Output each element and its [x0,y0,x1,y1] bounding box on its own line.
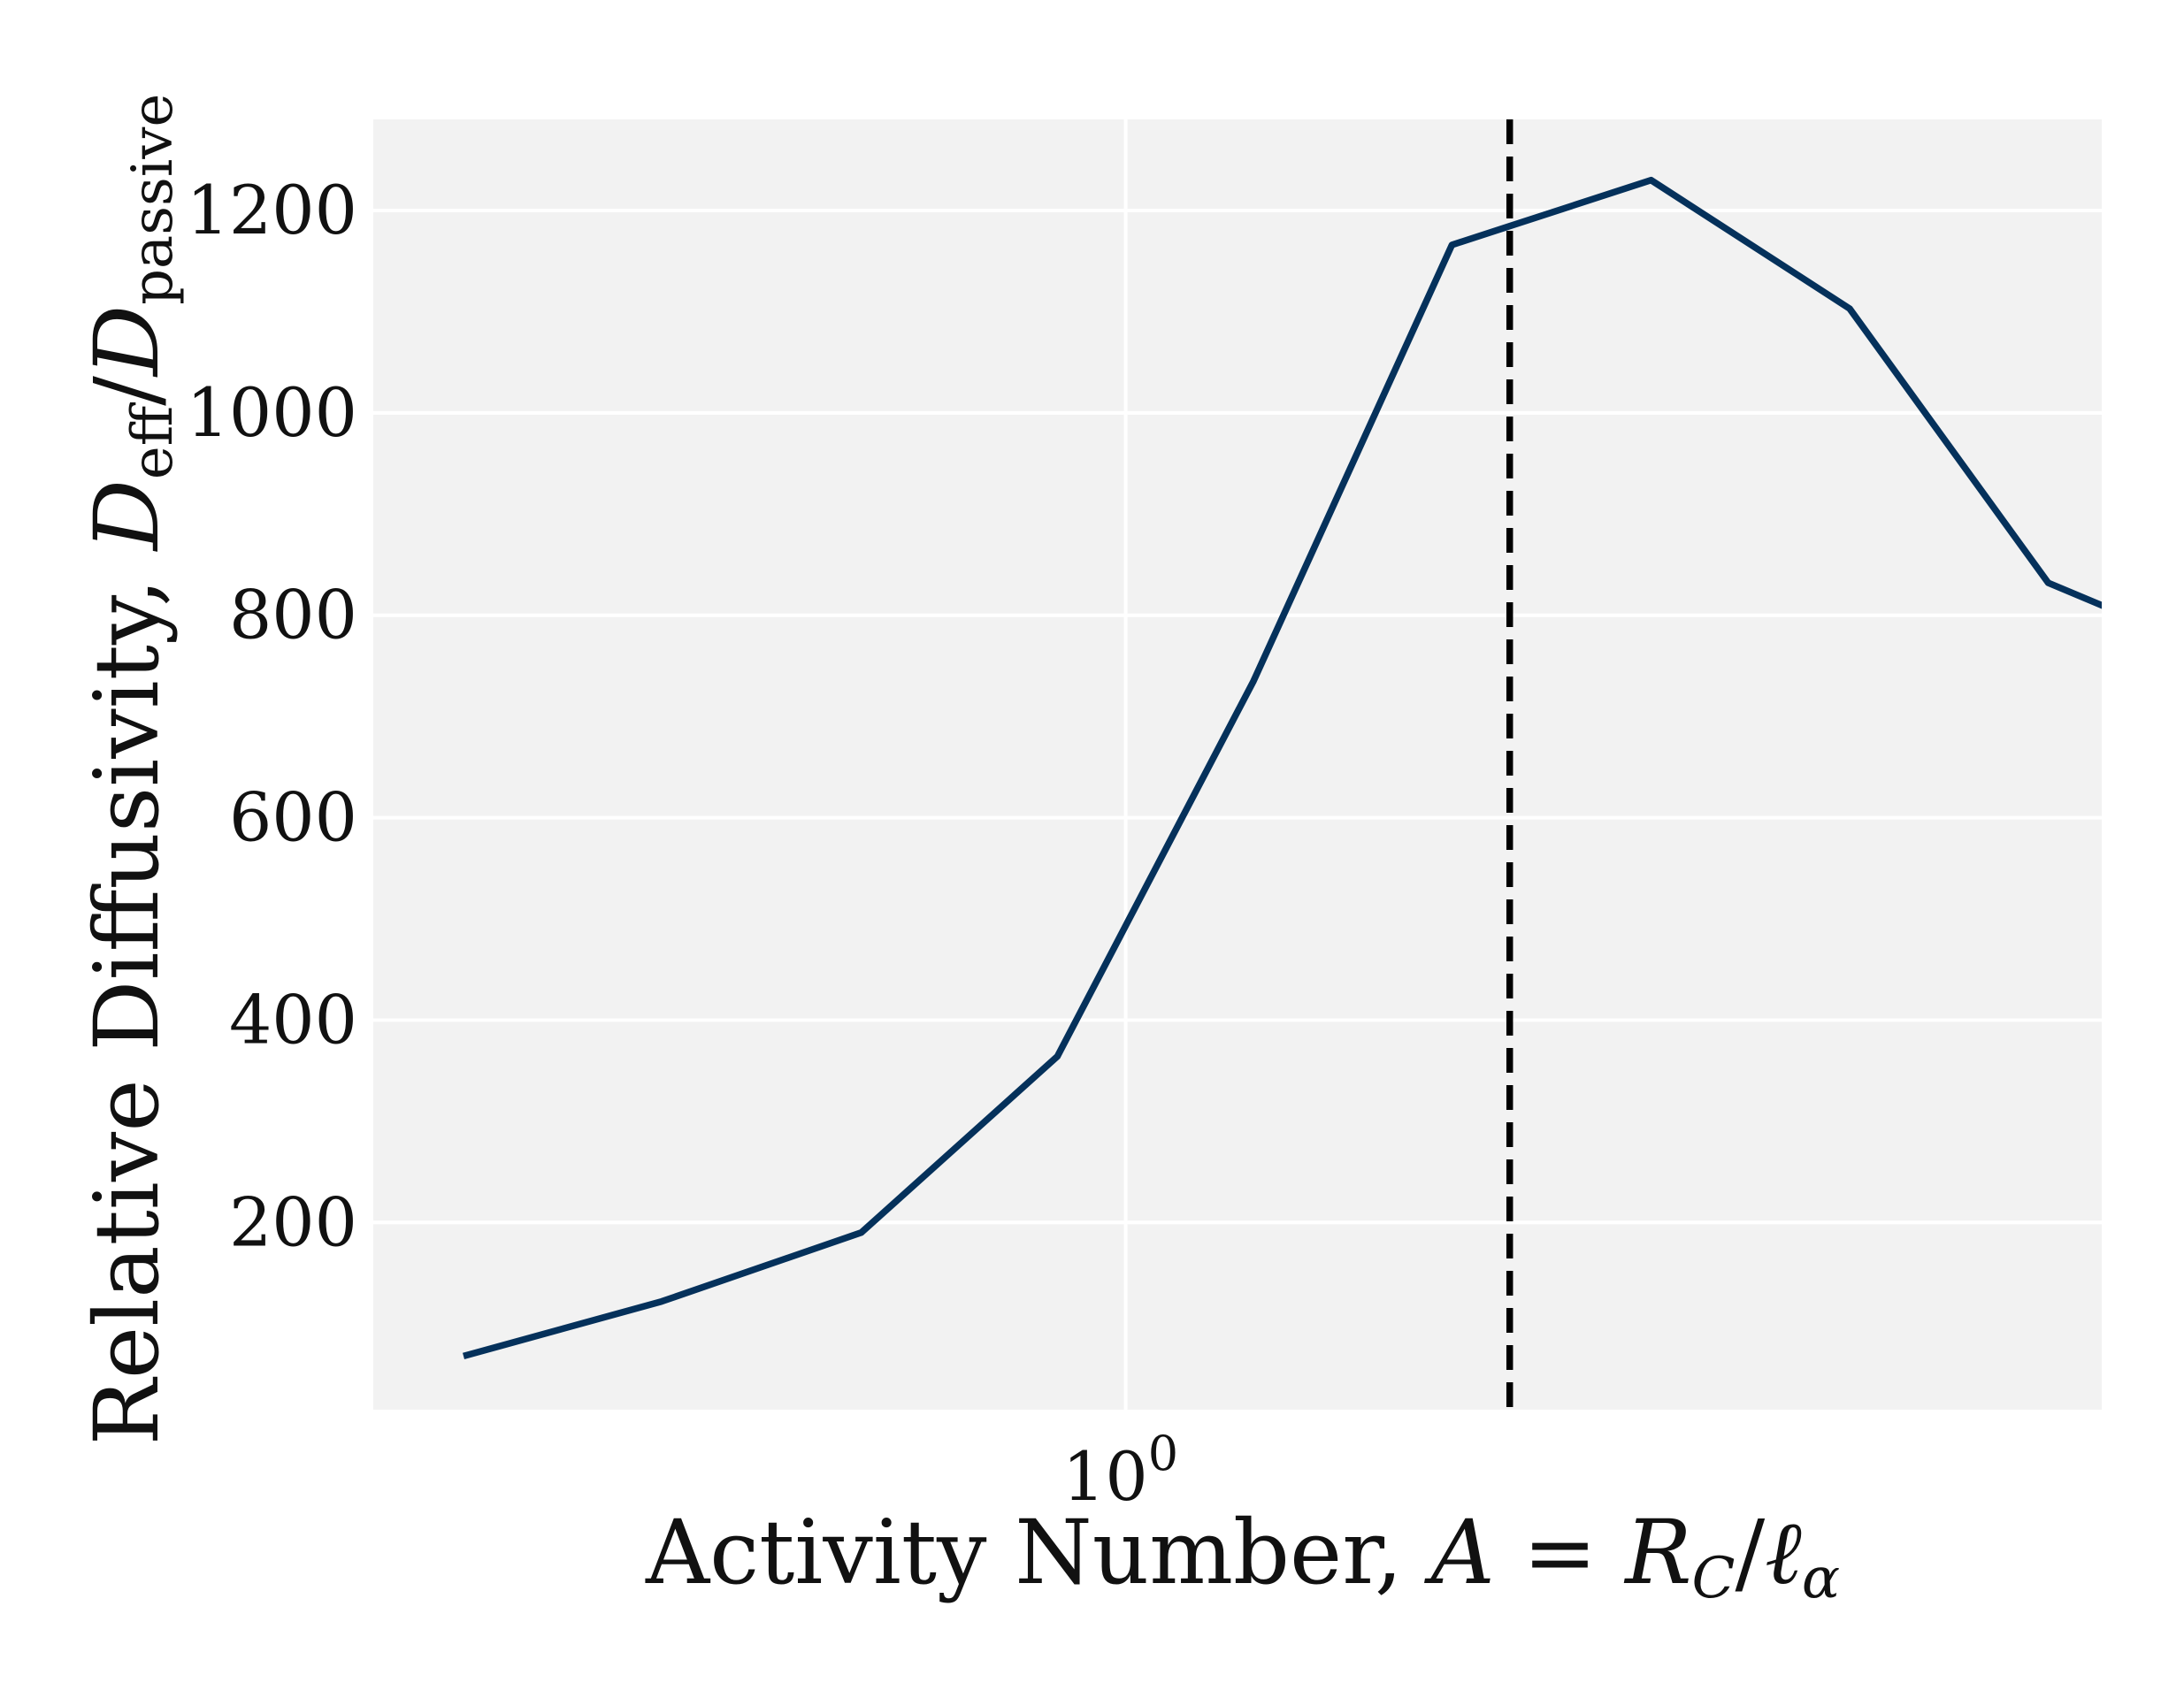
x-label-sub-c: C [1692,1546,1736,1611]
x-label-math-l: ℓ [1765,1501,1802,1604]
x-tick-exponent: 0 [1148,1426,1178,1481]
tick-labels: 200 400 600 800 1000 1200 100 [187,171,1179,1516]
x-label-sub-alpha: α [1802,1546,1840,1611]
y-label-math-d1: D [75,479,179,552]
plot-area [373,119,2102,1410]
y-label-sub-eff: eff [120,402,186,479]
y-tick-label: 200 [229,1182,357,1261]
x-label-equals: = [1495,1501,1625,1604]
y-label-math-d2: D [75,305,179,378]
y-tick-label: 400 [229,980,357,1059]
x-axis-label: Activity Number, A = RC/ℓα [645,1501,1840,1611]
y-label-prefix: Relative Diffusivity, [75,550,179,1445]
y-tick-label: 800 [229,576,357,654]
y-label-slash: / [75,376,179,406]
x-label-math-r: R [1623,1501,1691,1604]
series-lines [463,176,2102,1360]
y-tick-label: 1200 [187,171,357,249]
y-tick-label: 1000 [187,373,357,452]
grid [373,119,2102,1410]
y-tick-label: 600 [229,778,357,857]
series-line [463,176,2102,1360]
y-label-sub-passive: passive [120,94,186,305]
x-label-prefix: Activity Number, [645,1501,1431,1604]
y-axis-label: Relative Diffusivity, Deff/Dpassive [75,94,186,1446]
x-tick-base: 10 [1062,1437,1148,1516]
x-label-math-a: A [1424,1501,1495,1604]
x-label-slash: / [1735,1501,1765,1604]
x-tick-label: 100 [1062,1426,1178,1516]
